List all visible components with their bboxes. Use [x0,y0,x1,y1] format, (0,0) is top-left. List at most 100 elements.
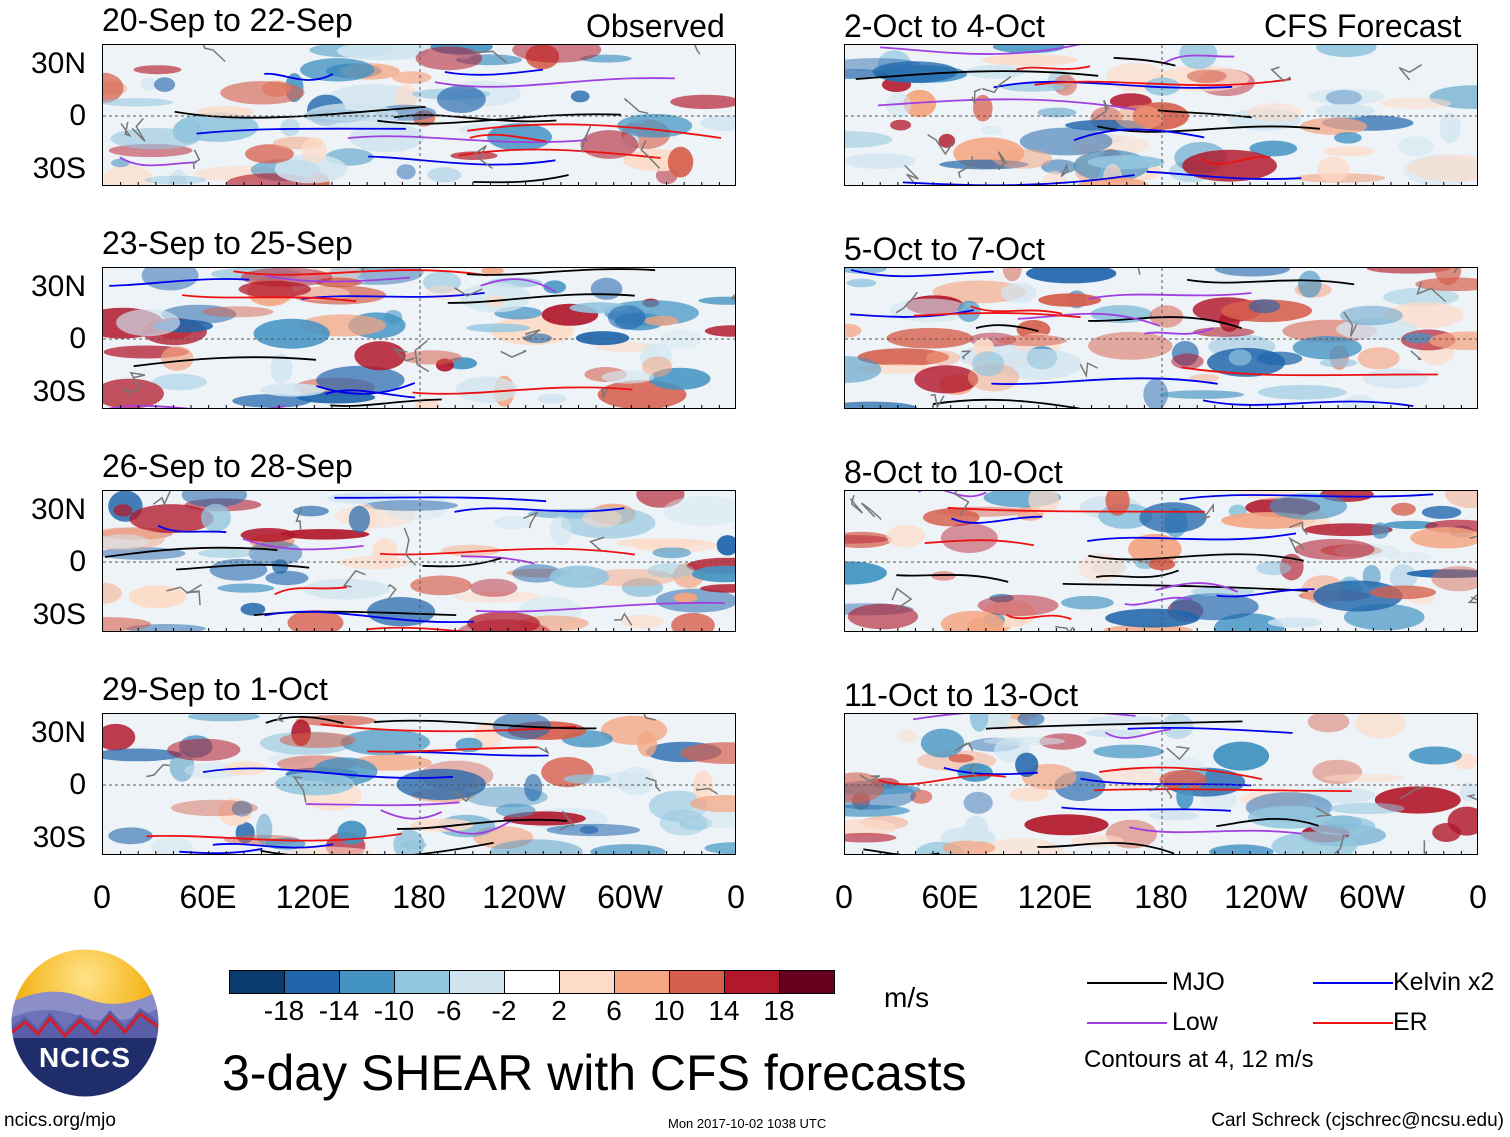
coastline [971,88,981,104]
coastline [955,742,974,752]
lon-tick-120w-right: 120W [1224,879,1308,915]
shear-anomaly-blob [1209,844,1274,854]
shear-anomaly-blob [300,58,375,82]
map-field-fc-4 [845,714,1477,854]
coastline [342,569,366,588]
coastline [859,774,881,782]
coastline [643,714,656,721]
coastline [1055,625,1074,631]
shear-anomaly-blob [983,736,1065,746]
shear-anomaly-blob [303,578,390,600]
contour-line [466,268,656,276]
site-url[interactable]: ncics.org/mjo [4,1110,116,1131]
shear-anomaly-blob [1386,552,1432,562]
shear-anomaly-blob [670,94,735,110]
shear-anomaly-blob [1323,146,1376,157]
contour-line [1094,788,1352,792]
shear-anomaly-blob [1271,831,1358,854]
shear-anomaly-blob [187,714,260,722]
contour-line [305,801,460,807]
shear-anomaly-blob [704,842,735,854]
shear-anomaly-blob [1340,305,1403,326]
contour-line [447,293,635,304]
contour-line [1088,553,1304,562]
shear-anomaly-blob [395,83,417,112]
contour-line [1016,65,1091,71]
coastline [968,763,977,778]
coastline [997,151,1008,171]
shear-anomaly-blob [103,748,182,762]
contour-line [133,356,317,368]
shear-anomaly-blob [1357,347,1400,370]
lat-tick-30n-row2: 30N [30,270,86,303]
contour-line [325,389,416,399]
coastline [295,506,303,530]
contour-levels-note: Contours at 4, 12 m/s [1084,1046,1314,1073]
shear-anomaly-blob [1319,358,1358,368]
shear-anomaly-blob [217,583,275,593]
lon-tick-60e-left: 60E [179,879,237,915]
lon-tick-120w-left: 120W [482,879,566,915]
shear-anomaly-blob [1228,349,1252,366]
contour-line [855,70,1099,80]
contour-line [264,72,334,81]
colorbar-swatch [394,970,450,994]
shear-anomaly-blob [437,85,486,113]
shear-anomaly-blob [113,504,133,517]
shear-anomaly-blob [161,304,237,324]
shear-anomaly-blob [845,772,884,803]
shear-anomaly-blob [642,356,673,377]
shear-anomaly-blob [116,309,181,337]
contour-line [951,515,1043,524]
contour-line [157,524,227,534]
shear-anomaly-blob [1410,527,1477,549]
shear-anomaly-blob [925,350,960,366]
shear-anomaly-blob [220,81,305,105]
shear-anomaly-blob [1304,523,1393,537]
contour-line [242,537,364,551]
shear-anomaly-blob [1407,154,1477,182]
shear-anomaly-blob [1213,741,1270,771]
panel-title-obs-4: 29-Sep to 1-Oct [102,671,328,707]
shear-anomaly-blob [495,803,536,818]
panel-title-obs-2: 23-Sep to 25-Sep [102,225,353,261]
coastline [559,810,575,831]
shear-anomaly-blob [1214,268,1291,277]
coastline [202,45,226,63]
contour-line [1181,366,1438,377]
shear-anomaly-blob [103,72,124,103]
shear-anomaly-blob [1024,814,1109,836]
shear-anomaly-blob [942,840,996,854]
ncics-logo: NCICS [10,948,160,1098]
lon-tick-0-right: 0 [835,879,853,915]
shear-anomaly-blob [1366,268,1451,274]
shear-anomaly-blob [175,112,259,142]
colorbar-tick-label: 14 [708,995,740,1026]
colorbar-swatch [504,970,560,994]
shear-anomaly-blob [914,365,979,394]
map-field-obs-2 [103,268,735,408]
coastline [152,491,171,507]
contour-line [412,386,633,395]
shear-anomaly-blob [845,131,893,148]
lon-tick-60e-right: 60E [921,879,979,915]
shear-anomaly-blob [1421,505,1462,519]
shear-anomaly-blob [673,592,698,603]
contour-line [1146,170,1302,180]
coastline [131,117,146,142]
contour-line [174,106,426,119]
shear-anomaly-blob [896,729,918,744]
contour-line [1087,532,1297,542]
shear-anomaly-blob [845,531,892,548]
shear-anomaly-blob [272,559,289,574]
shear-anomaly-blob [141,268,199,291]
shear-anomaly-blob [1267,617,1323,628]
panel-title-obs-3: 26-Sep to 28-Sep [102,448,353,484]
contour-line [1124,596,1193,606]
legend-line-er [1313,1022,1393,1024]
contour-line [1201,156,1271,165]
coastline [1453,268,1458,274]
shear-anomaly-blob [1148,810,1199,821]
coastline [1334,834,1345,854]
coastline [601,387,609,398]
